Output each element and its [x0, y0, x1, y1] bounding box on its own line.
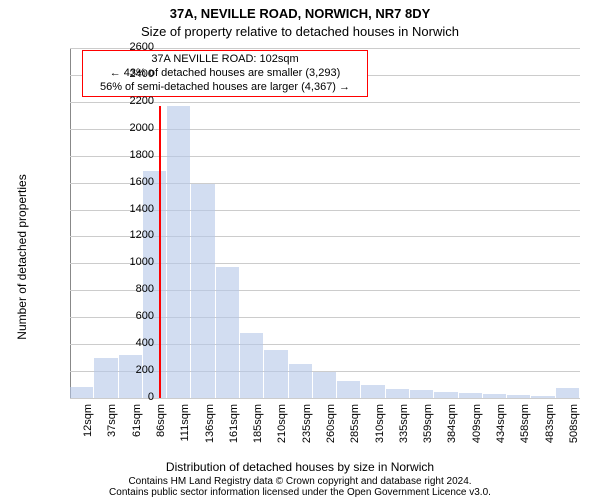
y-tick-label: 400 [114, 337, 154, 349]
histogram-bar [216, 267, 239, 398]
histogram-bar [483, 394, 506, 398]
y-tick-label: 2000 [114, 122, 154, 134]
x-tick-label: 335sqm [398, 404, 410, 454]
y-tick-label: 1600 [114, 176, 154, 188]
x-tick-label: 260sqm [325, 404, 337, 454]
x-tick-label: 483sqm [544, 404, 556, 454]
histogram-bar [459, 393, 482, 398]
x-tick-label: 235sqm [301, 404, 313, 454]
y-tick-label: 1200 [114, 229, 154, 241]
x-tick-label: 210sqm [276, 404, 288, 454]
histogram-bar [313, 372, 336, 398]
y-tick-label: 600 [114, 310, 154, 322]
x-tick-label: 384sqm [446, 404, 458, 454]
x-tick-label: 12sqm [82, 404, 94, 454]
y-tick-label: 1000 [114, 256, 154, 268]
histogram-bar [386, 389, 409, 398]
histogram-bar [337, 381, 360, 399]
y-tick-label: 2600 [114, 41, 154, 53]
histogram-bar [70, 387, 93, 398]
x-tick-label: 310sqm [374, 404, 386, 454]
attribution-line1: Contains HM Land Registry data © Crown c… [128, 476, 471, 487]
x-tick-label: 61sqm [131, 404, 143, 454]
attribution-line2: Contains public sector information licen… [109, 487, 491, 498]
y-tick-label: 1800 [114, 149, 154, 161]
histogram-bar [191, 184, 214, 398]
infobox-line1: 37A NEVILLE ROAD: 102sqm [89, 53, 361, 67]
histogram-bar [361, 385, 384, 398]
x-tick-label: 185sqm [252, 404, 264, 454]
y-tick-label: 200 [114, 364, 154, 376]
y-axis-label: Number of detached properties [15, 157, 29, 357]
x-tick-label: 136sqm [204, 404, 216, 454]
y-tick-label: 2200 [114, 95, 154, 107]
histogram-bar [167, 106, 190, 398]
x-tick-label: 37sqm [106, 404, 118, 454]
highlight-marker-bar [159, 106, 161, 398]
infobox-line3: 56% of semi-detached houses are larger (… [89, 81, 361, 95]
y-tick-label: 800 [114, 283, 154, 295]
x-tick-label: 285sqm [349, 404, 361, 454]
x-tick-label: 359sqm [422, 404, 434, 454]
x-tick-label: 111sqm [179, 404, 191, 454]
histogram-bar [264, 350, 287, 398]
page-title-subtitle: Size of property relative to detached ho… [0, 24, 600, 39]
histogram-bar [434, 392, 457, 398]
y-tick-label: 2400 [114, 68, 154, 80]
histogram-bar [556, 388, 579, 398]
page-title-address: 37A, NEVILLE ROAD, NORWICH, NR7 8DY [0, 6, 600, 21]
x-tick-label: 458sqm [519, 404, 531, 454]
histogram-bar [531, 396, 554, 398]
y-tick-label: 1400 [114, 203, 154, 215]
x-tick-label: 161sqm [228, 404, 240, 454]
x-tick-label: 86sqm [155, 404, 167, 454]
x-tick-label: 434sqm [495, 404, 507, 454]
histogram-bar [410, 390, 433, 398]
histogram-bar [240, 333, 263, 398]
histogram-bar [289, 364, 312, 398]
x-tick-label: 409sqm [471, 404, 483, 454]
x-tick-label: 508sqm [568, 404, 580, 454]
x-axis-label: Distribution of detached houses by size … [0, 460, 600, 474]
attribution-text: Contains HM Land Registry data © Crown c… [0, 476, 600, 498]
y-tick-label: 0 [114, 391, 154, 403]
histogram-bar [507, 395, 530, 398]
